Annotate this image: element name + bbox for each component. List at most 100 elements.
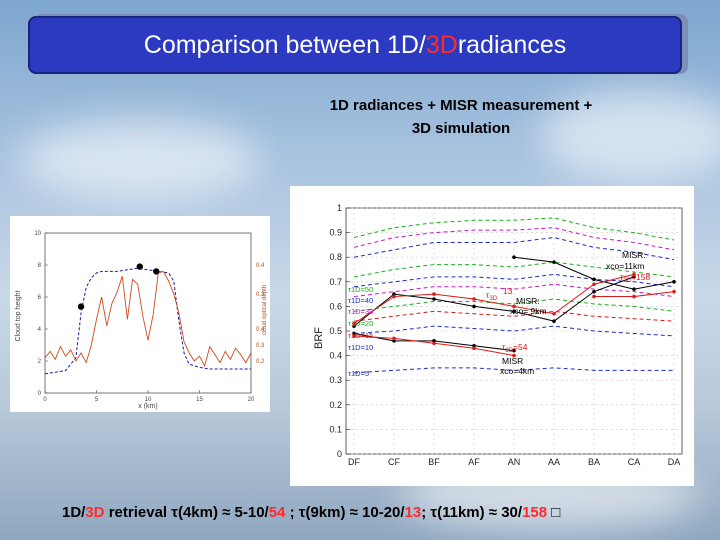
brf-series-line bbox=[353, 367, 674, 374]
right-x-tick-label: BF bbox=[428, 457, 440, 467]
right-y-tick-label: 0.2 bbox=[329, 400, 342, 410]
annot-tau158-c: =158 bbox=[631, 272, 650, 282]
left-x-tick-label: 20 bbox=[248, 397, 255, 403]
brf-series-line bbox=[353, 217, 675, 241]
footer-p2: retrieval bbox=[104, 504, 172, 521]
svg-text:τ3D=54: τ3D=54 bbox=[502, 342, 528, 354]
right-x-tick-label: DF bbox=[348, 457, 360, 467]
footer-p1: 1D/ bbox=[62, 504, 86, 521]
annot-misr9: MISR: bbox=[516, 296, 540, 306]
annot-tau54-b: 3D bbox=[505, 348, 513, 354]
brf-series-line bbox=[353, 298, 675, 312]
annot-misr11b: xco=11km bbox=[606, 261, 644, 271]
right-series bbox=[352, 217, 676, 374]
annot-tau13-a: τ bbox=[486, 290, 490, 300]
left-y2-tick-label: 0.2 bbox=[256, 359, 265, 365]
right-chart: 0 0.1 0.2 0.3 0.4 0.5 0.6 0.7 0.8 0.9 1 DF CF BF AF AN A… bbox=[313, 203, 683, 467]
brf-series-point bbox=[672, 289, 676, 294]
svg-text:τ3D13: τ3D 13 bbox=[486, 286, 513, 302]
right-x-tick-label: AN bbox=[508, 457, 521, 467]
brf-series-line bbox=[353, 325, 675, 337]
left-x-tick-label: 10 bbox=[145, 397, 152, 403]
annot-tau158-b: 3D bbox=[623, 278, 631, 284]
left-y2-tick-label: 0.3 bbox=[256, 343, 265, 349]
right-chart-panel: 0 0.1 0.2 0.3 0.4 0.5 0.6 0.7 0.8 0.9 1 DF CF BF AF AN A… bbox=[290, 186, 694, 486]
footer-r4: 158 bbox=[522, 504, 548, 521]
title-text-2: radiances bbox=[457, 30, 567, 59]
brf-series-line bbox=[353, 273, 635, 325]
brf-series-line bbox=[353, 332, 515, 352]
brf-series-line bbox=[353, 310, 675, 322]
annot-tau54-c: =54 bbox=[513, 342, 528, 352]
right-x-tick-label: AA bbox=[548, 457, 560, 467]
right-x-tick-label: DA bbox=[668, 457, 681, 467]
footer-p4: ; bbox=[421, 504, 431, 521]
left-y-tick-label: 8 bbox=[38, 263, 42, 269]
brf-series-point bbox=[632, 275, 636, 279]
title-highlight: 3D bbox=[425, 30, 458, 59]
right-axes: 0 0.1 0.2 0.3 0.4 0.5 0.6 0.7 0.8 0.9 1 DF CF BF AF AN A… bbox=[329, 203, 682, 467]
footer-tau2: τ(9km) ≈ 10-20/ bbox=[298, 504, 405, 521]
chart-subtitle: 1D radiances + MISR measurement + 3D sim… bbox=[300, 94, 622, 140]
right-y-tick-label: 0.8 bbox=[329, 252, 342, 262]
footer-r3: 13 bbox=[404, 504, 422, 521]
footer-tau1: τ(4km) ≈ 5-10/ bbox=[171, 504, 269, 521]
left-y-tick-label: 0 bbox=[38, 391, 42, 397]
brf-series-point bbox=[672, 280, 676, 284]
label-tau40: τ1D=40 bbox=[348, 296, 373, 305]
left-series bbox=[44, 263, 252, 375]
left-y-tick-label: 10 bbox=[34, 231, 41, 237]
right-x-tick-label: BA bbox=[588, 457, 600, 467]
footer-box: □ bbox=[547, 504, 561, 521]
left-xlabel: x (km) bbox=[138, 403, 157, 410]
left-x-tick-label: 5 bbox=[95, 397, 99, 403]
brf-series-line bbox=[513, 256, 675, 290]
left-marker-point bbox=[77, 303, 85, 310]
right-y-tick-label: 0.1 bbox=[329, 424, 342, 434]
annot-tau54: τ3D=54 bbox=[502, 342, 528, 354]
left-x-tick-label: 15 bbox=[196, 397, 203, 403]
right-x-tick-label: CA bbox=[628, 457, 641, 467]
annot-tau158: τ3D=158 bbox=[620, 272, 650, 284]
left-marker-point bbox=[136, 263, 143, 270]
left-y-tick-label: 6 bbox=[38, 295, 42, 301]
subtitle-line-1: 1D radiances + MISR measurement + bbox=[329, 97, 593, 114]
left-y2label: cloud optical depth bbox=[262, 285, 268, 335]
right-y-tick-label: 1 bbox=[337, 203, 342, 213]
label-tau20: τ1D=20 bbox=[348, 319, 373, 328]
left-chart-panel: 0 5 10 15 20 0 2 4 6 8 10 0.2 0.3 0.4 0.3 0.4 Cloud top… bbox=[10, 216, 270, 412]
annot-misr11: MISR: bbox=[622, 250, 646, 260]
cloud-top-height-line bbox=[44, 267, 251, 375]
annot-tau13-b: 3D bbox=[489, 296, 497, 302]
right-y-tick-label: 0 bbox=[337, 449, 342, 459]
right-annotations: MISR: xco=11km τ3D=158 τ3D13 MISR: xco= … bbox=[348, 250, 650, 378]
label-tau10: τ1D=10 bbox=[348, 343, 373, 352]
annot-tau54-a: τ bbox=[502, 342, 506, 352]
label-tau15: τ1D=15 bbox=[348, 331, 373, 340]
footer-r1: 3D bbox=[85, 504, 105, 521]
right-x-tick-label: CF bbox=[388, 457, 400, 467]
brf-series-line bbox=[353, 237, 675, 261]
annot-tau158-a: τ bbox=[620, 272, 624, 282]
page-title: Comparison between 1D/3D radiances bbox=[28, 16, 682, 74]
left-y-tick-label: 2 bbox=[38, 359, 42, 365]
left-chart: 0 5 10 15 20 0 2 4 6 8 10 0.2 0.3 0.4 0.3 0.4 Cloud top… bbox=[15, 231, 268, 410]
right-y-tick-label: 0.9 bbox=[329, 228, 342, 238]
annot-tau13-c: 13 bbox=[503, 286, 513, 296]
left-x-tick-label: 0 bbox=[43, 397, 47, 403]
brf-series-line bbox=[353, 283, 675, 298]
left-y2-tick-label: 0.3 bbox=[256, 292, 265, 298]
brf-series-point bbox=[632, 272, 636, 277]
right-y-tick-label: 0.4 bbox=[329, 351, 342, 361]
annot-tau13: τ3D 13 bbox=[486, 286, 513, 302]
brf-series-line bbox=[353, 273, 675, 288]
footer-tau3: τ(11km) ≈ 30/ bbox=[430, 504, 523, 521]
right-x-tick-label: AF bbox=[468, 457, 480, 467]
footer-p3: ; bbox=[285, 504, 299, 521]
left-axes: 0 5 10 15 20 0 2 4 6 8 10 0.2 0.3 0.4 0.3 0.4 bbox=[34, 231, 265, 403]
title-text-1: Comparison between 1D/ bbox=[143, 30, 426, 59]
brf-series-line bbox=[353, 261, 675, 278]
brf-series-line bbox=[353, 276, 635, 327]
subtitle-line-2: 3D simulation bbox=[411, 120, 511, 137]
svg-text:τ3D=158: τ3D=158 bbox=[620, 272, 650, 284]
